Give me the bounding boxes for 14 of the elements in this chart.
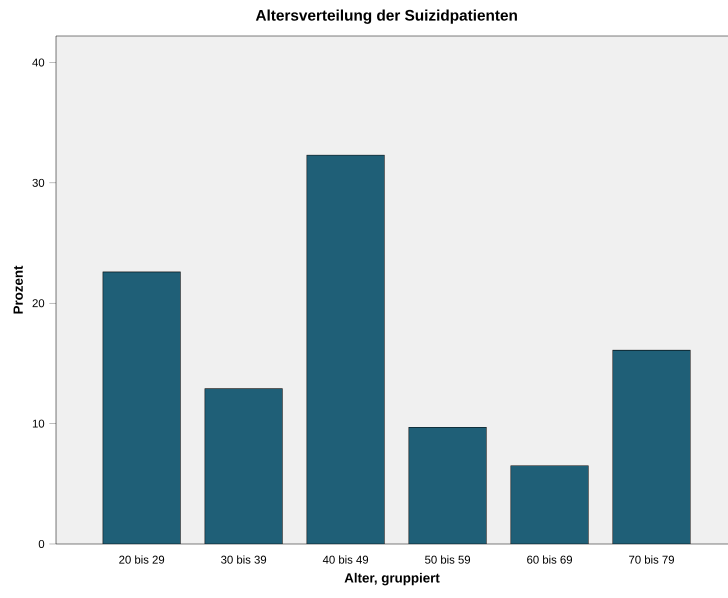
y-tick-label: 30 — [32, 178, 44, 187]
x-axis-title: Alter, gruppiert — [344, 572, 440, 586]
y-tick-label: 40 — [32, 58, 44, 66]
x-tick-label: 70 bis 79 — [629, 555, 674, 564]
x-tick-label: 40 bis 49 — [322, 555, 368, 564]
x-tick-label: 50 bis 59 — [425, 555, 470, 564]
chart-title: Altersverteilung der Suizidpatienten — [256, 9, 517, 24]
y-axis-title: Prozent — [14, 266, 23, 314]
y-tick-label: 20 — [32, 299, 44, 308]
x-tick-label: 60 bis 69 — [527, 555, 572, 564]
x-tick-label: 30 bis 39 — [221, 555, 266, 564]
x-tick-label: 20 bis 29 — [119, 555, 164, 564]
y-tick-label: 0 — [38, 540, 44, 548]
y-tick-label: 10 — [32, 420, 44, 428]
